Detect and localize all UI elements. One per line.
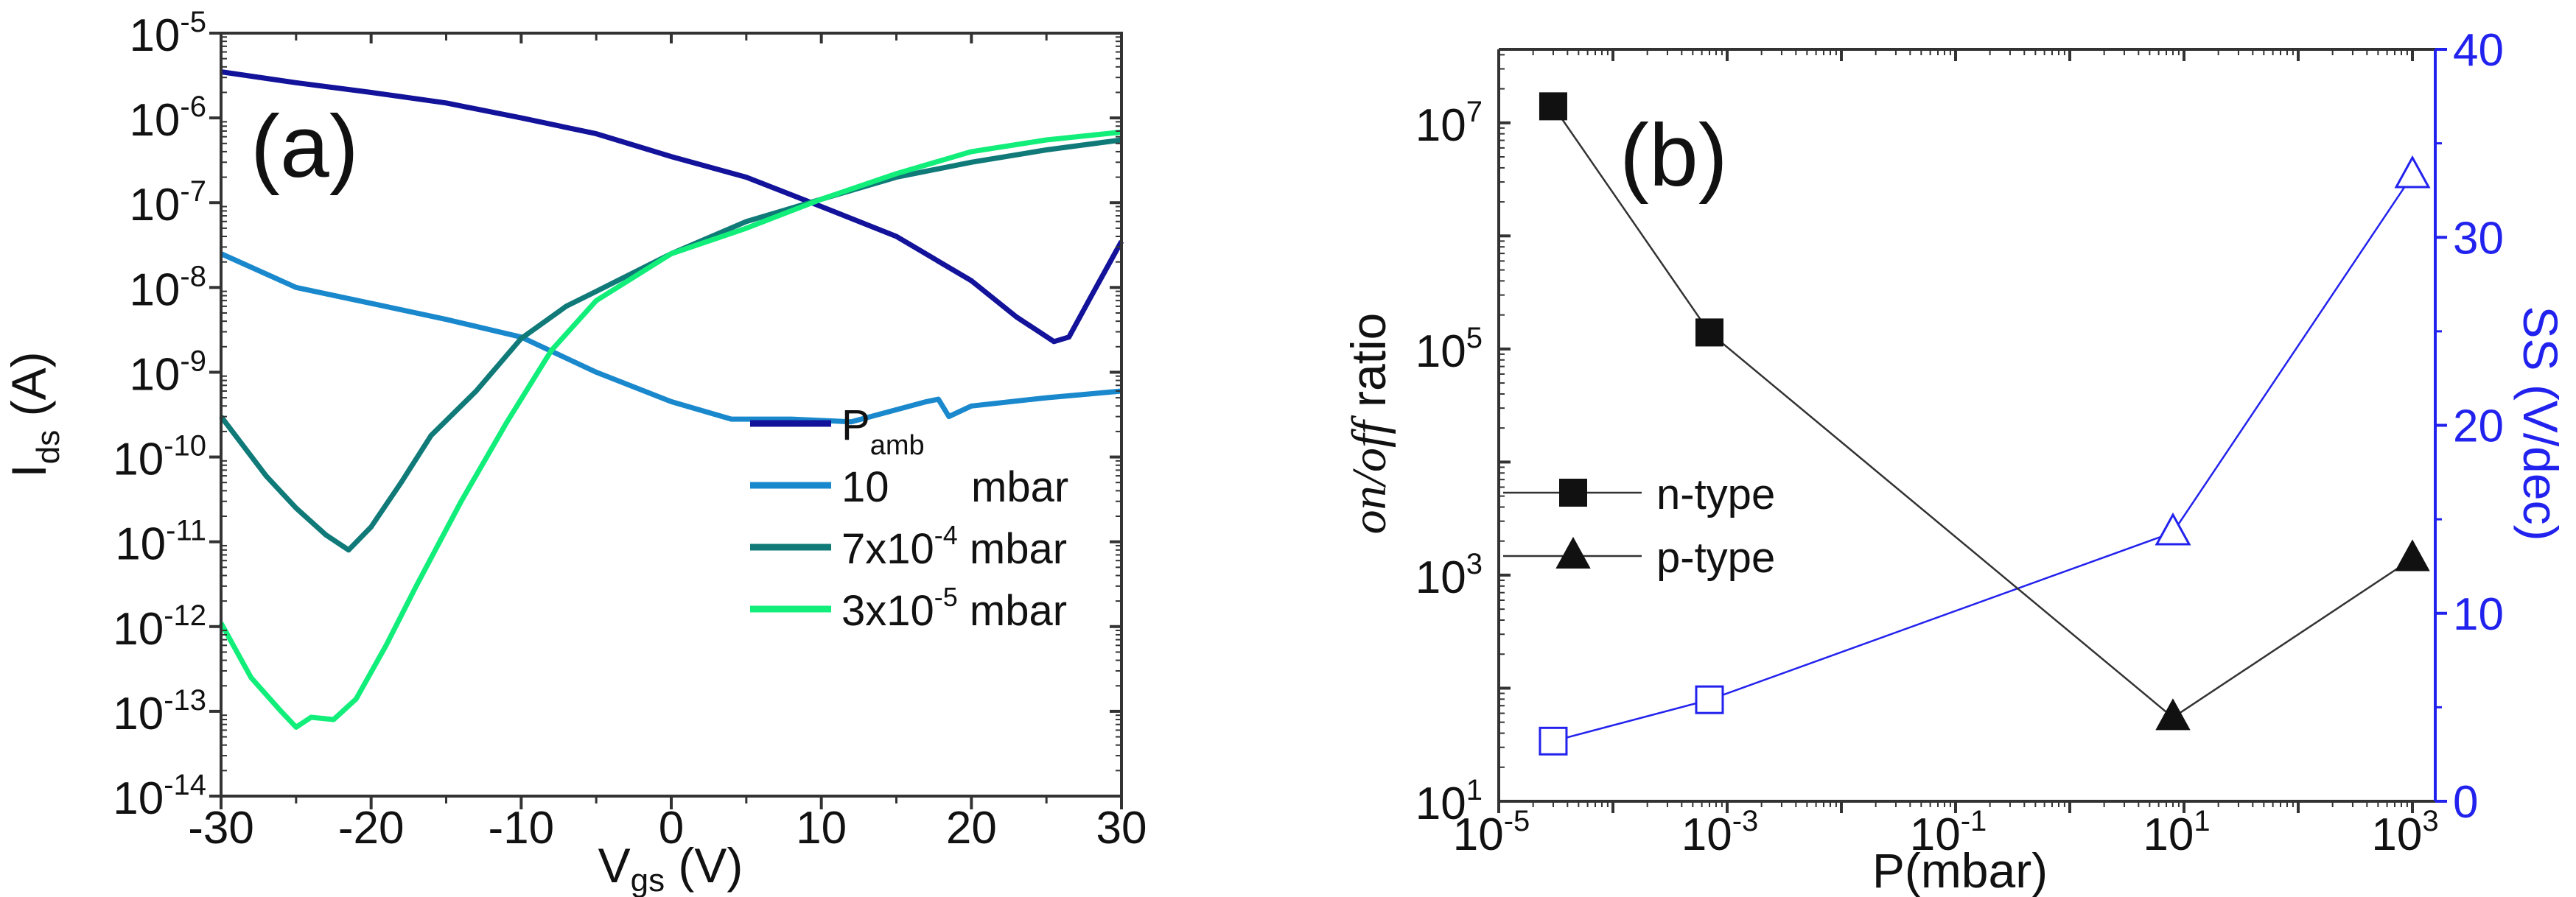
legend-label: p-type bbox=[1656, 534, 1775, 582]
panel-b-series bbox=[1539, 92, 2431, 756]
x-tick-label: 20 bbox=[946, 803, 997, 854]
panel-b-right-y-axis-title: SS (V/dec) bbox=[2513, 306, 2568, 541]
panel-b-x-axis-title: P(mbar) bbox=[1872, 843, 2048, 897]
legend-label: 3x10-5 mbar bbox=[841, 582, 1067, 635]
y-right-tick-label: 20 bbox=[2453, 401, 2504, 452]
onoff-data-point bbox=[2395, 539, 2430, 571]
x-tick-label: -20 bbox=[338, 803, 405, 854]
ss-data-point bbox=[1695, 685, 1724, 714]
y-right-tick-label: 30 bbox=[2453, 213, 2504, 264]
y-left-tick-label: 105 bbox=[1415, 322, 1483, 377]
panel-b-label: (b) bbox=[1620, 106, 1728, 205]
x-tick-label: 10-5 bbox=[1453, 805, 1530, 860]
x-tick-label: 101 bbox=[2143, 805, 2210, 860]
y-tick-label: 10-6 bbox=[129, 91, 206, 146]
legend-label: 7x10-4 mbar bbox=[841, 520, 1067, 573]
legend-label: n-type bbox=[1656, 471, 1775, 518]
legend-label: 10 mbar bbox=[841, 463, 1068, 511]
x-tick-label: 10-3 bbox=[1681, 805, 1759, 860]
x-tick-label: 0 bbox=[659, 803, 684, 854]
x-tick-label: -30 bbox=[188, 803, 254, 854]
onoff-data-point bbox=[1695, 318, 1723, 347]
y-tick-label: 10-12 bbox=[113, 599, 206, 655]
y-right-tick-label: 40 bbox=[2453, 25, 2504, 76]
onoff-series-line bbox=[1552, 105, 2413, 719]
y-tick-label: 10-7 bbox=[129, 175, 206, 231]
x-tick-label: -10 bbox=[489, 803, 555, 854]
y-right-tick-label: 0 bbox=[2453, 777, 2478, 828]
legend-marker-triangle bbox=[1555, 536, 1591, 569]
panel-b-legend: n-type p-type bbox=[1503, 471, 1775, 582]
panel-a-ticks: -30 -20 -10 0 10 20 30 10-5 10-6 10-7 10-8 10-9 10-1… bbox=[113, 6, 1147, 854]
x-tick-label: 10 bbox=[796, 803, 847, 854]
ss-data-point bbox=[2394, 155, 2431, 189]
series-line-2 bbox=[219, 137, 1122, 553]
y-tick-label: 10-14 bbox=[113, 769, 206, 824]
panel-a: -30 -20 -10 0 10 20 30 10-5 10-6 10-7 10-8 10-9 10-1… bbox=[1, 6, 1147, 897]
x-tick-label: 30 bbox=[1096, 803, 1147, 854]
x-tick-label: 10-1 bbox=[1910, 805, 1987, 860]
ss-series-line bbox=[1553, 175, 2414, 742]
y-tick-label: 10-9 bbox=[129, 345, 206, 400]
legend-marker-square bbox=[1559, 479, 1587, 507]
panel-b-left-y-axis-title: on/off ratio bbox=[1341, 313, 1396, 535]
onoff-data-point bbox=[1539, 92, 1567, 121]
y-left-tick-label: 103 bbox=[1415, 548, 1483, 603]
series-line-0 bbox=[220, 69, 1124, 345]
y-right-tick-label: 10 bbox=[2453, 589, 2504, 640]
y-tick-label: 10-13 bbox=[113, 684, 206, 739]
panel-a-y-axis-title: Ids (A) bbox=[1, 351, 66, 477]
ss-data-point bbox=[2155, 512, 2191, 546]
x-tick-label: 103 bbox=[2371, 805, 2438, 860]
series-line-3 bbox=[218, 129, 1122, 730]
legend-label: Pamb bbox=[841, 401, 925, 461]
y-left-tick-label: 101 bbox=[1415, 774, 1483, 829]
panel-b: 10-5 10-3 10-1 101 103107105103101403020100 … bbox=[1341, 25, 2568, 897]
onoff-data-point bbox=[2155, 698, 2191, 731]
y-tick-label: 10-8 bbox=[129, 260, 206, 315]
y-tick-label: 10-11 bbox=[115, 515, 206, 570]
panel-a-x-axis-title: Vgs (V) bbox=[598, 838, 743, 897]
ss-data-point bbox=[1539, 726, 1568, 756]
y-tick-label: 10-10 bbox=[113, 430, 206, 485]
panel-a-curves bbox=[218, 69, 1124, 730]
y-tick-label: 10-5 bbox=[129, 6, 206, 61]
panel-b-ticks: 10-5 10-3 10-1 101 103 107 105 103 101 40 30 20 10 0 bbox=[1415, 25, 2504, 860]
series-line-1 bbox=[220, 251, 1122, 425]
y-left-tick-label: 107 bbox=[1415, 96, 1483, 151]
panel-a-label: (a) bbox=[251, 97, 359, 196]
